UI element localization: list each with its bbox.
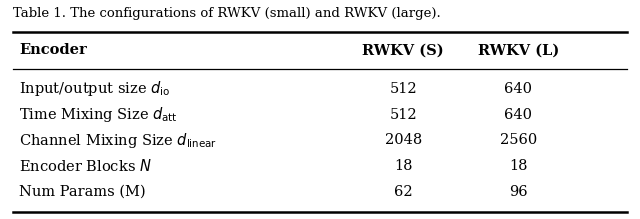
Text: 96: 96 [509,185,528,199]
Text: 512: 512 [389,82,417,96]
Text: RWKV (S): RWKV (S) [362,43,444,57]
Text: 18: 18 [394,159,412,173]
Text: 2560: 2560 [500,133,537,147]
Text: Num Params (M): Num Params (M) [19,185,146,199]
Text: 18: 18 [509,159,527,173]
Text: 62: 62 [394,185,413,199]
Text: Encoder: Encoder [19,43,87,57]
Text: 2048: 2048 [385,133,422,147]
Text: Input/output size $d_{\mathrm{io}}$: Input/output size $d_{\mathrm{io}}$ [19,79,170,98]
Text: RWKV (L): RWKV (L) [478,43,559,57]
Text: Encoder Blocks $N$: Encoder Blocks $N$ [19,158,152,174]
Text: 512: 512 [389,108,417,122]
Text: 640: 640 [504,82,532,96]
Text: 640: 640 [504,108,532,122]
Text: Channel Mixing Size $d_{\mathrm{linear}}$: Channel Mixing Size $d_{\mathrm{linear}}… [19,131,218,150]
Text: Table 1. The configurations of RWKV (small) and RWKV (large).: Table 1. The configurations of RWKV (sma… [13,7,440,19]
Text: Time Mixing Size $d_{\mathrm{att}}$: Time Mixing Size $d_{\mathrm{att}}$ [19,105,178,124]
